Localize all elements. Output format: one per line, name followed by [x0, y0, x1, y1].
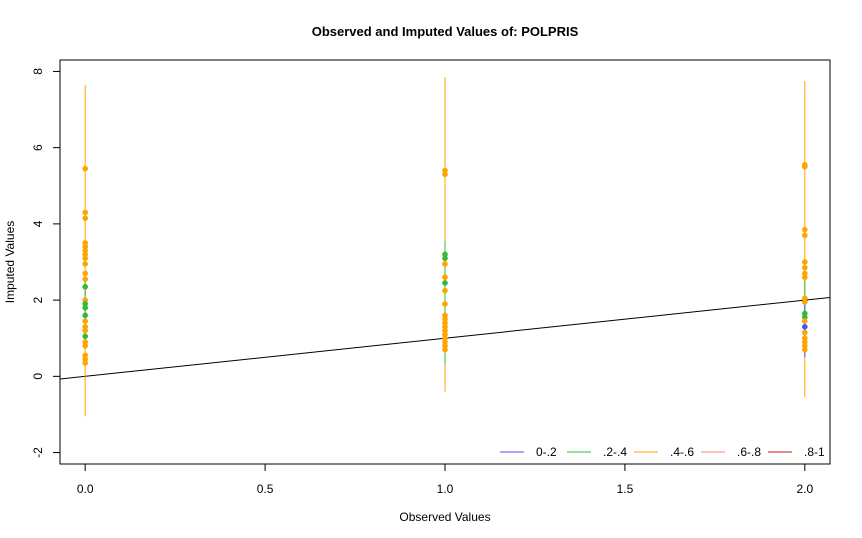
- chart-title: Observed and Imputed Values of: POLPRIS: [312, 24, 579, 39]
- data-point-1-5: [442, 274, 448, 281]
- x-tick-label: 0.0: [77, 482, 94, 496]
- data-point-1-18: [442, 346, 448, 353]
- data-point-0-0: [82, 165, 89, 172]
- data-point-0-7: [82, 255, 89, 262]
- data-point-2-3: [801, 232, 808, 239]
- data-point-1-6: [442, 280, 448, 286]
- data-point-1-1: [442, 171, 448, 178]
- x-tick-label: 1.5: [617, 482, 634, 496]
- data-point-2-12: [801, 318, 808, 324]
- legend-label: .2-.4: [603, 445, 627, 459]
- data-point-0-14: [82, 304, 89, 311]
- data-point-0-9: [82, 270, 89, 277]
- data-point-2-13: [801, 323, 808, 330]
- y-tick-label: 4: [31, 220, 45, 227]
- data-point-0-10: [82, 276, 89, 283]
- y-tick-label: 2: [31, 296, 45, 303]
- plot-area: [60, 77, 830, 417]
- y-axis: -2 0 2 4 6 8: [31, 68, 61, 458]
- y-tick-label: -2: [31, 447, 45, 458]
- data-point-2-1: [801, 163, 808, 170]
- legend-label: .8-1: [804, 445, 825, 459]
- data-point-0-1: [82, 209, 89, 216]
- y-tick-label: 8: [31, 68, 45, 75]
- y-tick-label: 0: [31, 373, 45, 380]
- data-point-2-7: [801, 274, 808, 281]
- data-point-2-9: [801, 299, 808, 305]
- x-tick-label: 0.5: [257, 482, 274, 496]
- data-point-0-24: [82, 360, 89, 366]
- legend: 0-.2 .2-.4 .4-.6 .6-.8 .8-1: [500, 445, 825, 459]
- data-point-2-14: [801, 329, 808, 336]
- data-point-0-15: [82, 312, 89, 319]
- x-axis: 0.0 0.5 1.0 1.5 2.0: [77, 463, 813, 496]
- y-tick-label: 6: [31, 144, 45, 151]
- legend-label: .4-.6: [670, 445, 694, 459]
- data-point-0-19: [82, 333, 89, 340]
- y-axis-label: Imputed Values: [3, 221, 17, 304]
- plot-clipped-group: [60, 77, 830, 417]
- data-point-2-4: [801, 259, 808, 265]
- data-point-2-18: [801, 346, 808, 353]
- data-point-1-3: [442, 255, 448, 262]
- x-axis-label: Observed Values: [399, 510, 490, 524]
- data-point-0-18: [82, 327, 89, 334]
- x-tick-label: 1.0: [437, 482, 454, 496]
- data-point-1-7: [442, 287, 448, 294]
- data-point-0-2: [82, 215, 89, 222]
- legend-label: 0-.2: [536, 445, 557, 459]
- data-point-0-8: [82, 261, 89, 267]
- data-point-1-8: [442, 301, 448, 307]
- data-point-0-21: [82, 342, 89, 349]
- x-tick-label: 2.0: [796, 482, 813, 496]
- legend-label: .6-.8: [737, 445, 761, 459]
- data-point-2-5: [801, 264, 808, 271]
- data-point-0-16: [82, 318, 89, 324]
- data-point-0-11: [82, 283, 89, 290]
- data-point-1-4: [442, 261, 448, 267]
- data-point-2-2: [801, 226, 808, 233]
